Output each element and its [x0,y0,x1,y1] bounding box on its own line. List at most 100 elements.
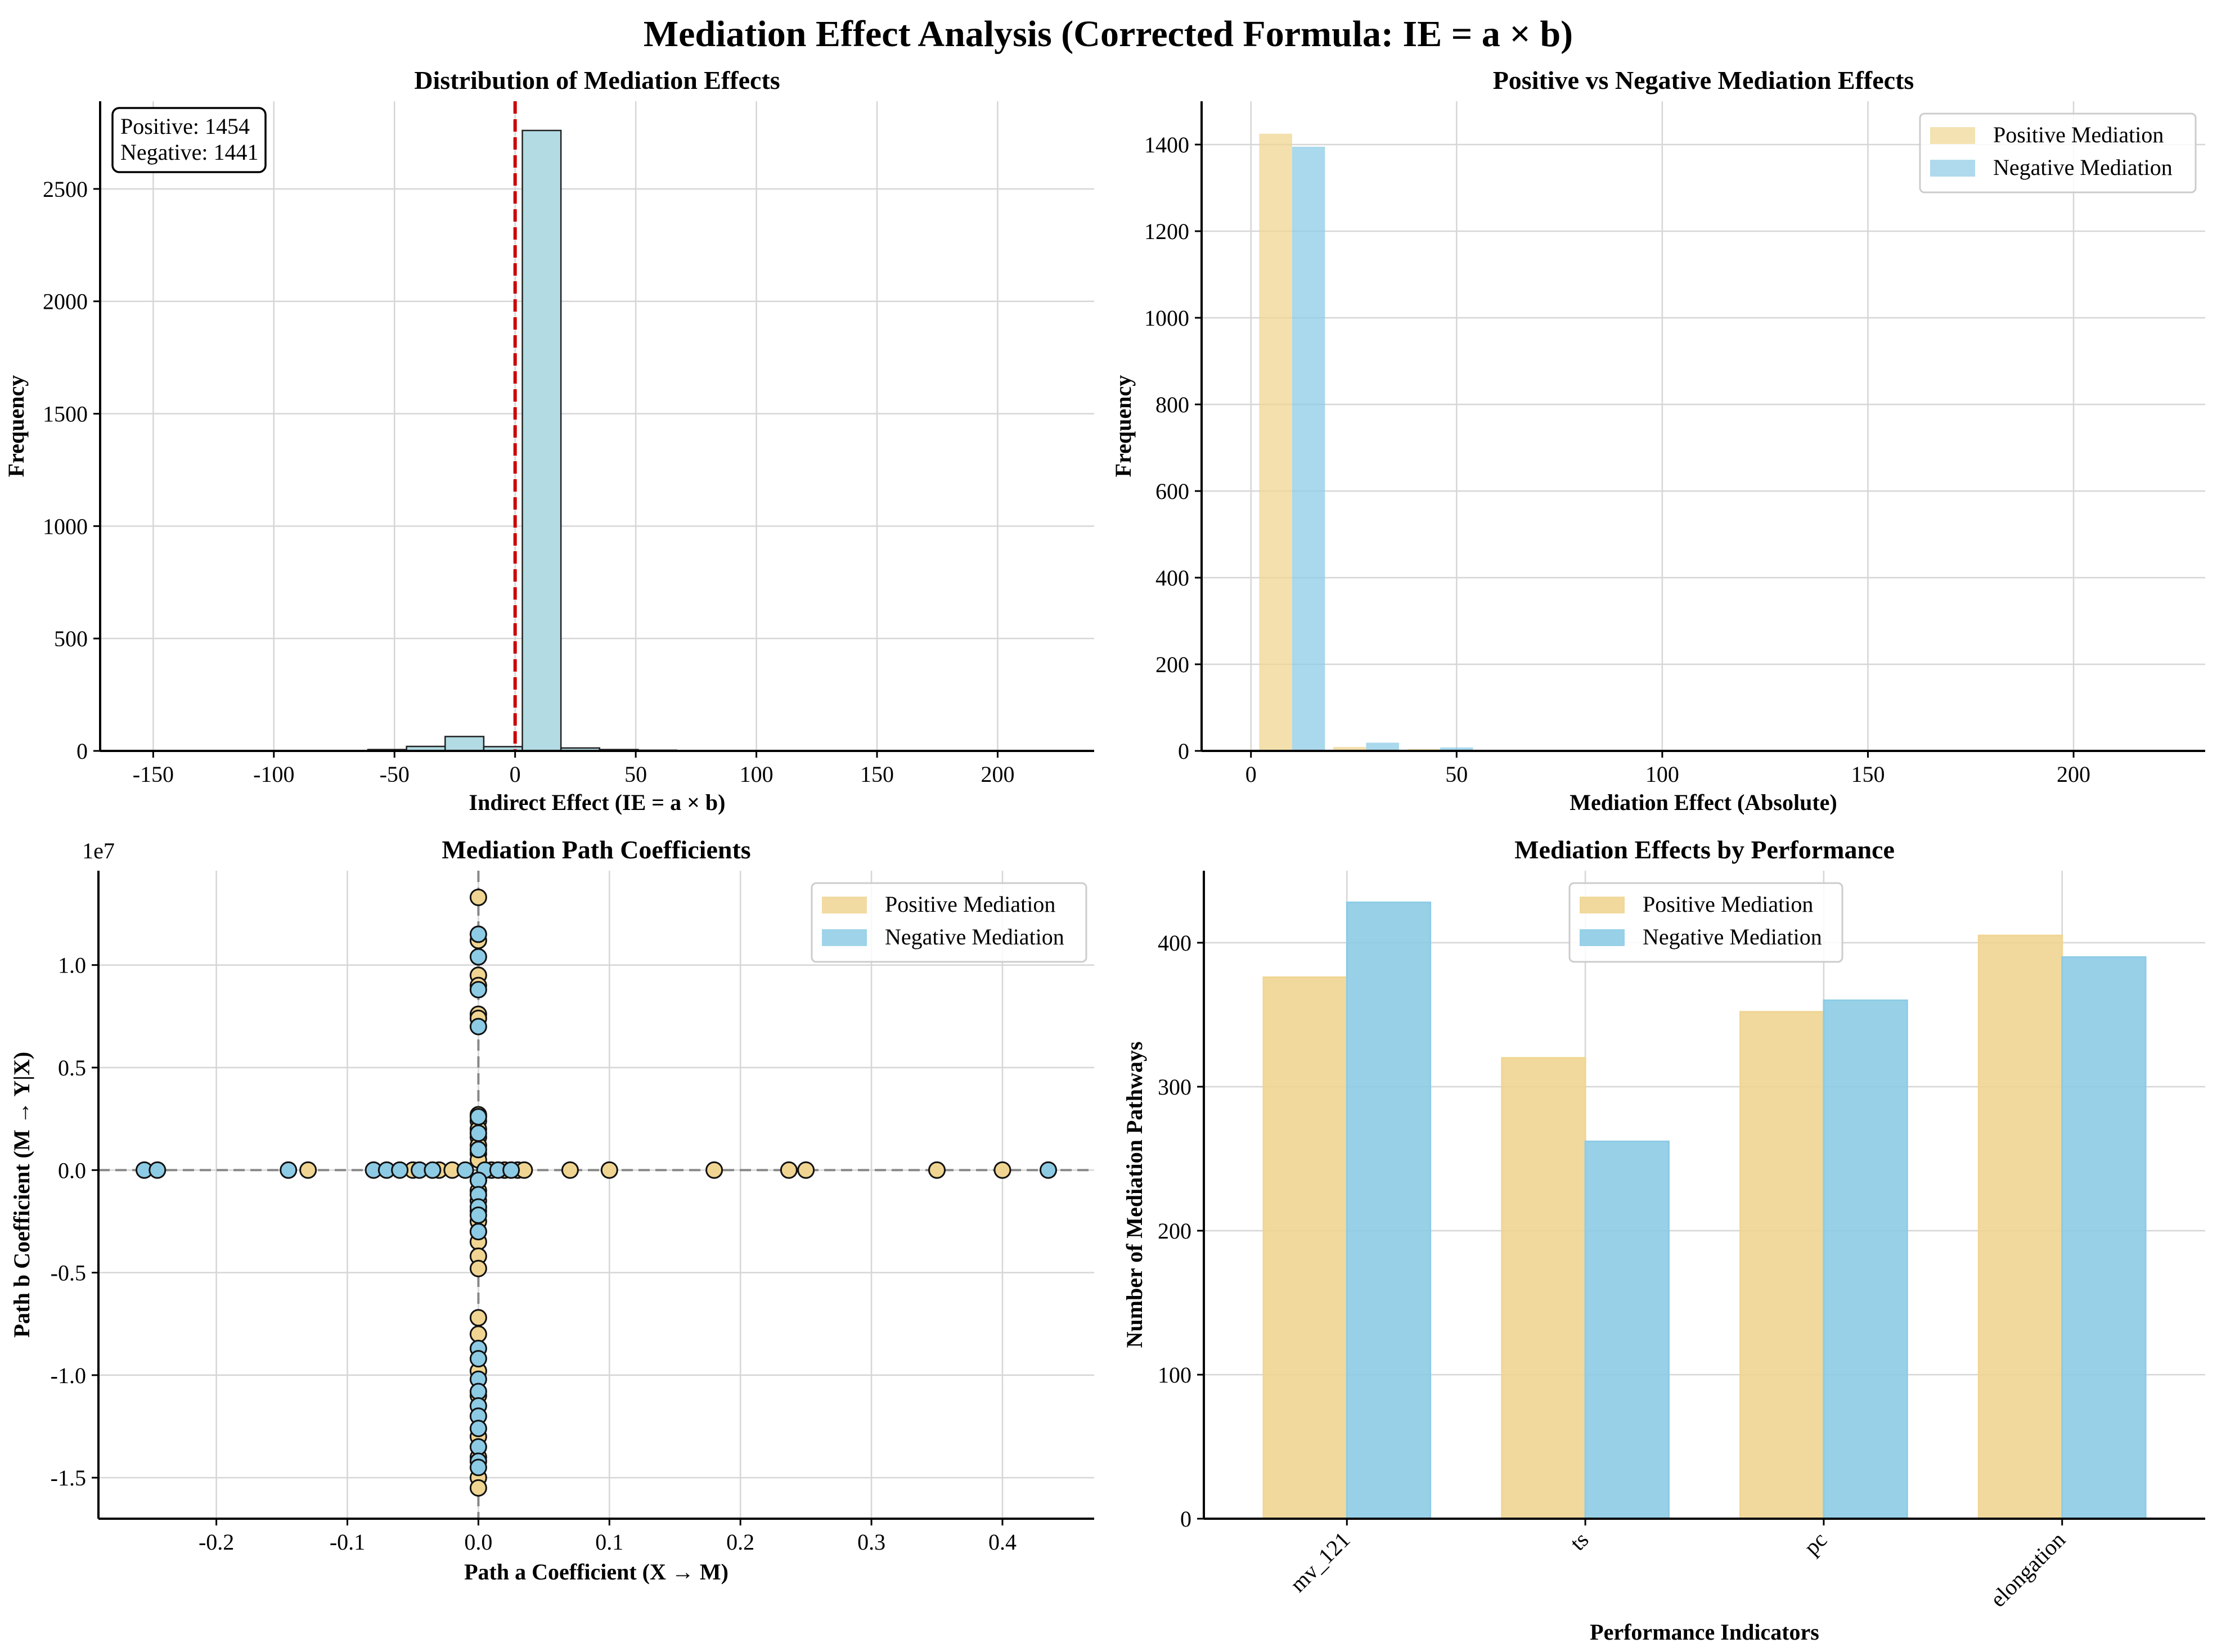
negative-point [469,1459,487,1477]
y-tick-label: 0.5 [58,1055,86,1081]
positive-bar [1262,976,1348,1520]
y-tick-label: 0 [1178,739,1189,764]
y-tick-label: 400 [1158,930,1191,956]
legend-swatch [1580,897,1625,913]
y-tick-label: 400 [1155,565,1189,591]
negative-point [469,1383,487,1401]
category-label: ts [1565,1527,1594,1556]
y-tick-label: 100 [1158,1362,1191,1388]
legend-label: Negative Mediation [1993,155,2173,180]
legend-box [1568,882,1843,963]
legend-label: Negative Mediation [1643,924,1822,949]
x-tick-label: 100 [740,762,774,787]
x-axis-label: Path a Coefficient (X → M) [464,1559,728,1585]
positive-bar [1501,1057,1586,1520]
category-label: elongation [1985,1527,2070,1612]
panel-by-performance: 0 100 200 300 400 mv_121 ts pc elongation Mediati… [1122,835,2205,1645]
positive-point [469,1309,487,1327]
y-tick-label: 1400 [1144,132,1189,157]
category-label: pc [1799,1527,1832,1560]
positive-point [469,1325,487,1343]
negative-point [469,1018,487,1036]
x-tick-label: 150 [860,762,894,787]
positive-bar [1739,1011,1825,1520]
panel-title: Distribution of Mediation Effects [414,66,780,94]
negative-bar [1346,901,1432,1520]
positive-bar [1977,934,2063,1520]
x-tick-label: 100 [1645,762,1679,787]
negative-point [469,1420,487,1438]
negative-point [149,1161,167,1179]
x-tick-label: 0.1 [595,1529,623,1555]
x-axis-label: Mediation Effect (Absolute) [1570,790,1837,815]
x-tick-label: 0.2 [726,1529,754,1555]
y-tick-label: 500 [54,626,88,651]
negative-point [469,1206,487,1224]
positive-count-text: Positive: 1454 [120,114,250,139]
positive-bar [1333,747,1366,751]
negative-bar [2061,956,2147,1520]
y-tick-label: 1000 [1144,305,1189,331]
x-tick-label: 200 [981,762,1014,787]
y-tick-label: -1.5 [51,1465,86,1491]
y-tick-label: 1000 [43,514,88,539]
negative-point [469,980,487,998]
y-tick-label: 2500 [43,177,88,202]
x-tick-label: 0.0 [464,1529,492,1555]
category-label: mv_121 [1285,1527,1355,1597]
negative-point [280,1161,298,1179]
negative-point [391,1161,409,1179]
y-tick-label: 600 [1155,479,1189,504]
negative-point [469,1223,487,1241]
histogram-bar [521,129,562,752]
x-tick-label: 200 [2057,762,2090,787]
negative-point [469,1171,487,1189]
negative-point [469,925,487,943]
positive-point [561,1161,579,1179]
y-tick-label: 0.0 [58,1158,86,1183]
negative-bar [1440,747,1473,751]
negative-point [1039,1161,1057,1179]
x-axis-label: Indirect Effect (IE = a × b) [469,790,726,815]
x-tick-label: -0.1 [330,1529,365,1555]
panel-positive-vs-negative: 0 50 100 150 200 0 200 400 600 800 1000 1200 1400 Pos… [1110,66,2205,815]
panel-title: Positive vs Negative Mediation Effects [1493,66,1914,94]
legend-swatch [1930,127,1975,144]
negative-point [469,1438,487,1456]
negative-point [469,1350,487,1368]
positive-point [705,1161,723,1179]
y-tick-label: 1200 [1144,219,1189,244]
negative-point [469,948,487,966]
y-tick-label: 0 [1180,1506,1191,1532]
panel-title: Mediation Effects by Performance [1514,835,1895,864]
y-axis-label: Number of Mediation Pathways [1122,1042,1147,1348]
negative-bar [1584,1140,1670,1520]
positive-point [993,1161,1011,1179]
legend-label: Positive Mediation [885,892,1055,917]
x-tick-label: 0 [1245,762,1257,787]
legend-label: Negative Mediation [885,924,1064,949]
positive-point [928,1161,946,1179]
y-axis-label: Frequency [3,375,29,477]
legend-label: Positive Mediation [1643,892,1813,917]
x-tick-label: 50 [1445,762,1468,787]
legend-swatch [822,897,867,913]
y-tick-label: 1.0 [58,953,86,978]
y-tick-label: 300 [1158,1074,1191,1100]
y-tick-label: -1.0 [51,1363,86,1388]
negative-point [424,1161,442,1179]
y-tick-label: 800 [1155,392,1189,417]
negative-point [469,1108,487,1126]
figure-title: Mediation Effect Analysis (Corrected For… [644,13,1573,55]
histogram-bar [444,736,485,752]
x-tick-label: -150 [133,762,174,787]
x-tick-label: 0.4 [988,1529,1017,1555]
x-tick-label: -50 [380,762,410,787]
x-tick-label: -100 [253,762,294,787]
legend-box [811,882,1087,963]
positive-point [797,1161,815,1179]
x-tick-label: 0 [510,762,521,787]
counts-annotation-box [111,107,267,173]
negative-point [469,1141,487,1159]
